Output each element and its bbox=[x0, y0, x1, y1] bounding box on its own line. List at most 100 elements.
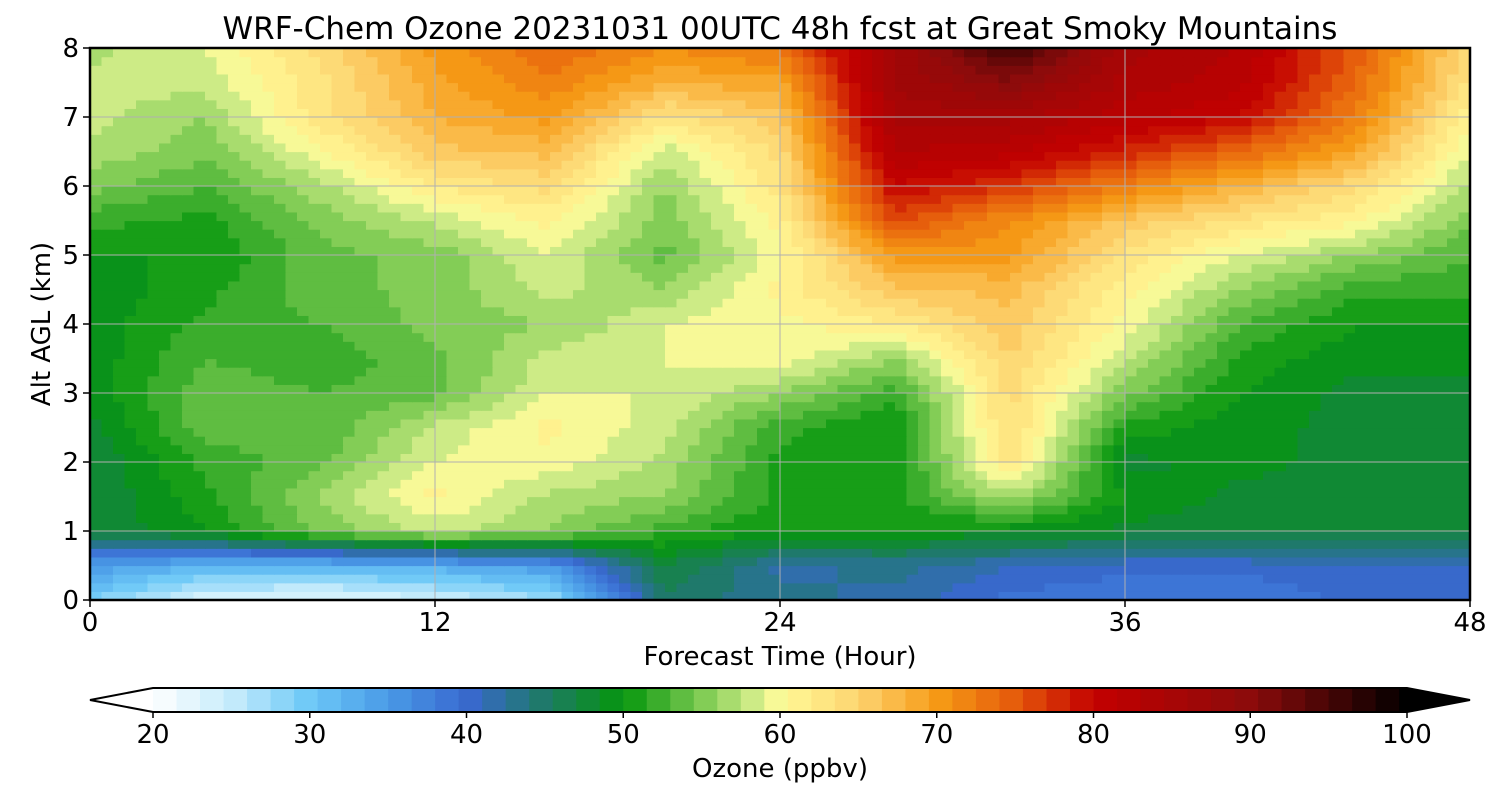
heatmap-cell bbox=[113, 349, 126, 360]
heatmap-cell bbox=[205, 263, 218, 273]
heatmap-cell bbox=[711, 358, 724, 368]
heatmap-cell bbox=[504, 315, 517, 325]
heatmap-cell bbox=[343, 591, 356, 601]
heatmap-cell bbox=[1412, 548, 1425, 558]
heatmap-cell bbox=[1194, 410, 1207, 420]
heatmap-cell bbox=[343, 263, 356, 273]
heatmap-cell bbox=[929, 462, 942, 472]
heatmap-cell bbox=[906, 556, 919, 567]
heatmap-cell bbox=[1378, 410, 1391, 420]
heatmap-cell bbox=[676, 280, 689, 291]
heatmap-cell bbox=[1205, 513, 1218, 523]
heatmap-cell bbox=[791, 427, 804, 437]
heatmap-cell bbox=[389, 384, 402, 394]
heatmap-cell bbox=[205, 375, 218, 385]
heatmap-cell bbox=[1033, 513, 1046, 523]
heatmap-cell bbox=[1320, 556, 1333, 567]
heatmap-cell bbox=[849, 298, 862, 308]
heatmap-cell bbox=[1447, 255, 1460, 265]
heatmap-cell bbox=[274, 306, 287, 316]
heatmap-cell bbox=[147, 410, 160, 420]
heatmap-cell bbox=[205, 522, 218, 532]
heatmap-cell bbox=[1033, 332, 1046, 342]
heatmap-cell bbox=[699, 531, 712, 541]
heatmap-cell bbox=[1033, 289, 1046, 299]
heatmap-cell bbox=[400, 496, 413, 506]
heatmap-cell bbox=[366, 332, 379, 342]
heatmap-cell bbox=[814, 539, 827, 549]
heatmap-cell bbox=[1401, 462, 1414, 472]
heatmap-cell bbox=[596, 367, 609, 377]
heatmap-cell bbox=[389, 522, 402, 532]
heatmap-cell bbox=[1309, 453, 1322, 463]
heatmap-cell bbox=[1458, 289, 1471, 299]
heatmap-cell bbox=[573, 418, 586, 429]
heatmap-cell bbox=[538, 315, 551, 325]
heatmap-cell bbox=[377, 289, 390, 299]
heatmap-cell bbox=[607, 246, 620, 256]
heatmap-cell bbox=[998, 410, 1011, 420]
heatmap-cell bbox=[331, 582, 344, 592]
heatmap-cell bbox=[320, 462, 333, 472]
heatmap-cell bbox=[998, 349, 1011, 360]
heatmap-cell bbox=[1389, 427, 1402, 437]
heatmap-cell bbox=[159, 246, 172, 256]
heatmap-cell bbox=[1412, 332, 1425, 342]
heatmap-cell bbox=[1366, 358, 1379, 368]
heatmap-cell bbox=[711, 591, 724, 601]
heatmap-cell bbox=[1309, 591, 1322, 601]
heatmap-cell bbox=[550, 349, 563, 360]
heatmap-cell bbox=[262, 548, 275, 558]
heatmap-cell bbox=[1366, 410, 1379, 420]
heatmap-cell bbox=[297, 393, 310, 403]
heatmap-cell bbox=[1309, 556, 1322, 567]
heatmap-cell bbox=[780, 436, 793, 446]
heatmap-cell bbox=[1297, 315, 1310, 325]
heatmap-cell bbox=[469, 384, 482, 394]
heatmap-cell bbox=[228, 496, 241, 506]
heatmap-cell bbox=[803, 565, 816, 575]
heatmap-cell bbox=[1194, 332, 1207, 342]
heatmap-cell bbox=[308, 591, 321, 601]
heatmap-cell bbox=[1228, 315, 1241, 325]
heatmap-cell bbox=[1240, 548, 1253, 558]
heatmap-cell bbox=[699, 479, 712, 489]
heatmap-cell bbox=[412, 375, 425, 385]
heatmap-cell bbox=[642, 444, 655, 454]
heatmap-cell bbox=[343, 436, 356, 446]
heatmap-cell bbox=[182, 263, 195, 273]
heatmap-cell bbox=[745, 306, 758, 316]
heatmap-cell bbox=[688, 272, 701, 282]
heatmap-cell bbox=[400, 306, 413, 316]
heatmap-cell bbox=[297, 496, 310, 506]
heatmap-cell bbox=[688, 306, 701, 316]
heatmap-cell bbox=[791, 531, 804, 541]
heatmap-cell bbox=[366, 574, 379, 584]
heatmap-cell bbox=[435, 367, 448, 377]
heatmap-cell bbox=[170, 237, 183, 247]
heatmap-cell bbox=[1228, 539, 1241, 549]
heatmap-cell bbox=[1366, 462, 1379, 472]
heatmap-cell bbox=[1309, 582, 1322, 592]
heatmap-cell bbox=[1113, 574, 1126, 584]
heatmap-cell bbox=[837, 453, 850, 463]
heatmap-cell bbox=[1240, 531, 1253, 541]
heatmap-cell bbox=[274, 315, 287, 325]
heatmap-cell bbox=[584, 237, 597, 247]
heatmap-cell bbox=[619, 237, 632, 247]
heatmap-cell bbox=[596, 324, 609, 334]
heatmap-cell bbox=[860, 582, 873, 592]
heatmap-cell bbox=[803, 410, 816, 420]
heatmap-cell bbox=[492, 470, 505, 480]
heatmap-cell bbox=[274, 462, 287, 472]
heatmap-cell bbox=[446, 427, 459, 437]
heatmap-cell bbox=[975, 539, 988, 549]
heatmap-cell bbox=[1435, 548, 1448, 558]
heatmap-cell bbox=[619, 401, 632, 411]
heatmap-cell bbox=[1343, 349, 1356, 360]
heatmap-cell bbox=[308, 306, 321, 316]
heatmap-cell bbox=[711, 427, 724, 437]
heatmap-cell bbox=[124, 522, 137, 532]
heatmap-cell bbox=[285, 436, 298, 446]
heatmap-cell bbox=[619, 496, 632, 506]
